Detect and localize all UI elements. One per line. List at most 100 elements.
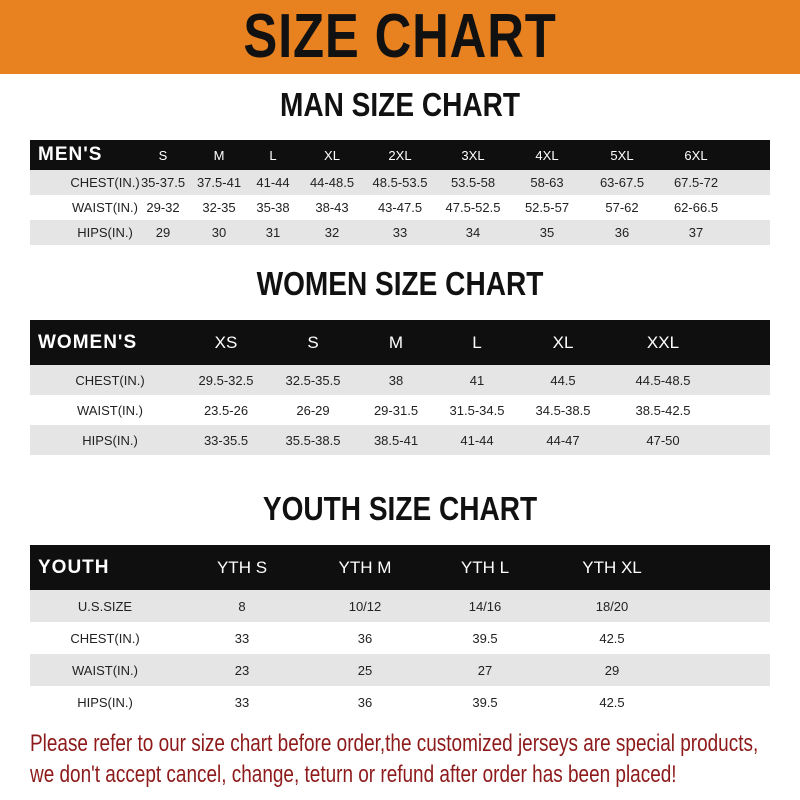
row-label: WAIST(IN.)	[77, 402, 143, 418]
size-column-header: 4XL	[535, 147, 559, 163]
table-cell: 44.5	[550, 372, 576, 388]
row-label: HIPS(IN.)	[82, 432, 138, 448]
table-cell: 33	[234, 630, 250, 646]
table-cell: 29-32	[146, 200, 180, 215]
youth-size-table: YOUTH YTH S YTH M YTH L YTH XL U.S.SIZE 8 10/12…	[30, 545, 770, 718]
table-cell: XL	[552, 332, 574, 352]
table-cell: 34	[465, 225, 481, 240]
table-cell: 29.5-32.5	[198, 372, 254, 388]
table-cell: 47-50	[646, 432, 680, 448]
table-cell: 30	[211, 225, 227, 240]
table-header-row: MEN'S S M L XL 2XL 3XL 4XL 5XL 6XL	[30, 140, 770, 170]
table-cell: YTH M	[338, 557, 392, 577]
table-cell: 10/12	[348, 598, 382, 614]
table-cell: L	[472, 332, 482, 352]
table-row: HIPS(IN.) 29 30 31 32 33 34 35 36 37	[30, 220, 770, 245]
table-row: U.S.SIZE 8 10/12 14/16 18/20	[30, 590, 770, 622]
table-cell: 52.5-57	[524, 200, 570, 215]
table-row: HIPS(IN.) 33-35.5 35.5-38.5 38.5-41 41-44 44-…	[30, 425, 770, 455]
table-row: WAIST(IN.) 23 25 27 29	[30, 654, 770, 686]
table-cell: YTH L	[460, 557, 510, 577]
size-column-header: 3XL	[461, 147, 485, 163]
table-cell: 31	[265, 225, 281, 240]
size-column-header: 5XL	[610, 147, 634, 163]
table-cell: 39.5	[472, 694, 498, 710]
table-cell: 38.5-42.5	[635, 402, 691, 418]
table-cell: 33	[392, 225, 408, 240]
table-row: WAIST(IN.) 23.5-26 26-29 29-31.5 31.5-34.5 34…	[30, 395, 770, 425]
table-cell: 41	[469, 372, 485, 388]
main-title: SIZE CHART	[243, 2, 557, 71]
table-cell: 44-47	[546, 432, 580, 448]
men-section-title: MAN SIZE CHART	[280, 86, 520, 123]
table-cell: 23.5-26	[203, 402, 249, 418]
women-size-table: WOMEN'S XS S M L XL XXL CHEST(IN.) 29.5-32.5 32.5…	[30, 320, 770, 455]
table-cell: 43-47.5	[377, 200, 423, 215]
size-column-header: L	[269, 147, 277, 163]
table-cell: 53.5-58	[450, 175, 496, 190]
table-cell: 33	[234, 694, 250, 710]
table-cell: S	[307, 332, 319, 352]
table-cell: XXL	[646, 332, 680, 352]
row-label: CHEST(IN.)	[70, 630, 140, 646]
size-column-header: S	[158, 147, 168, 163]
men-size-table: MEN'S S M L XL 2XL 3XL 4XL 5XL 6XL CHEST(IN.) 35-37…	[30, 140, 770, 245]
table-cell: 35-37.5	[140, 175, 186, 190]
table-header-label: MEN'S	[38, 144, 103, 165]
table-cell: 41-44	[460, 432, 494, 448]
table-cell: 67.5-72	[673, 175, 719, 190]
table-cell: 62-66.5	[673, 200, 719, 215]
table-cell: 36	[357, 694, 373, 710]
table-cell: 57-62	[605, 200, 639, 215]
table-header-row: WOMEN'S XS S M L XL XXL	[30, 320, 770, 365]
table-cell: 14/16	[468, 598, 502, 614]
size-column-header: M	[213, 147, 225, 163]
table-row: WAIST(IN.) 29-32 32-35 35-38 38-43 43-47.5 47.…	[30, 195, 770, 220]
table-cell: 38-43	[315, 200, 349, 215]
row-label: WAIST(IN.)	[72, 662, 138, 678]
table-cell: 29	[604, 662, 620, 678]
size-column-header: 2XL	[388, 147, 412, 163]
row-label: CHEST(IN.)	[75, 372, 145, 388]
table-cell: 35-38	[256, 200, 290, 215]
table-cell: 47.5-52.5	[445, 200, 501, 215]
table-cell: 8	[238, 598, 246, 614]
table-cell: 29-31.5	[373, 402, 419, 418]
women-section-title: WOMEN SIZE CHART	[256, 265, 544, 302]
table-cell: 38	[388, 372, 404, 388]
table-cell: 25	[357, 662, 373, 678]
table-cell: 37	[688, 225, 704, 240]
table-cell: 58-63	[530, 175, 564, 190]
table-cell: 34.5-38.5	[535, 402, 591, 418]
table-row: CHEST(IN.) 29.5-32.5 32.5-35.5 38 41 44.5 44.5…	[30, 365, 770, 395]
table-cell: 35.5-38.5	[285, 432, 341, 448]
table-cell: XS	[214, 332, 238, 352]
table-cell: 42.5	[599, 630, 625, 646]
row-label: YOUTH	[38, 556, 110, 578]
table-cell: 26-29	[296, 402, 330, 418]
table-cell: 23	[234, 662, 250, 678]
table-cell: 42.5	[599, 694, 625, 710]
row-label: HIPS(IN.)	[77, 225, 133, 240]
table-cell: 39.5	[472, 630, 498, 646]
youth-section-title: YOUTH SIZE CHART	[262, 490, 538, 527]
table-cell: 32-35	[202, 200, 236, 215]
table-cell: 27	[477, 662, 493, 678]
table-cell: 31.5-34.5	[449, 402, 505, 418]
table-cell: 33-35.5	[203, 432, 249, 448]
table-cell: 29	[155, 225, 171, 240]
row-label: CHEST(IN.)	[70, 175, 140, 190]
row-label: HIPS(IN.)	[77, 694, 133, 710]
notice-line-2: we don't accept cancel, change, teturn o…	[30, 761, 677, 788]
table-cell: YTH S	[216, 557, 268, 577]
table-cell: 63-67.5	[599, 175, 645, 190]
table-cell: 35	[539, 225, 555, 240]
table-row: CHEST(IN.) 35-37.5 37.5-41 41-44 44-48.5 48.5…	[30, 170, 770, 195]
size-column-header: XL	[324, 147, 340, 163]
table-cell: 37.5-41	[196, 175, 242, 190]
table-cell: 36	[357, 630, 373, 646]
table-row: HIPS(IN.) 33 36 39.5 42.5	[30, 686, 770, 718]
table-cell: 32	[324, 225, 340, 240]
table-cell: 41-44	[256, 175, 290, 190]
table-header-row: YOUTH YTH S YTH M YTH L YTH XL	[30, 545, 770, 590]
